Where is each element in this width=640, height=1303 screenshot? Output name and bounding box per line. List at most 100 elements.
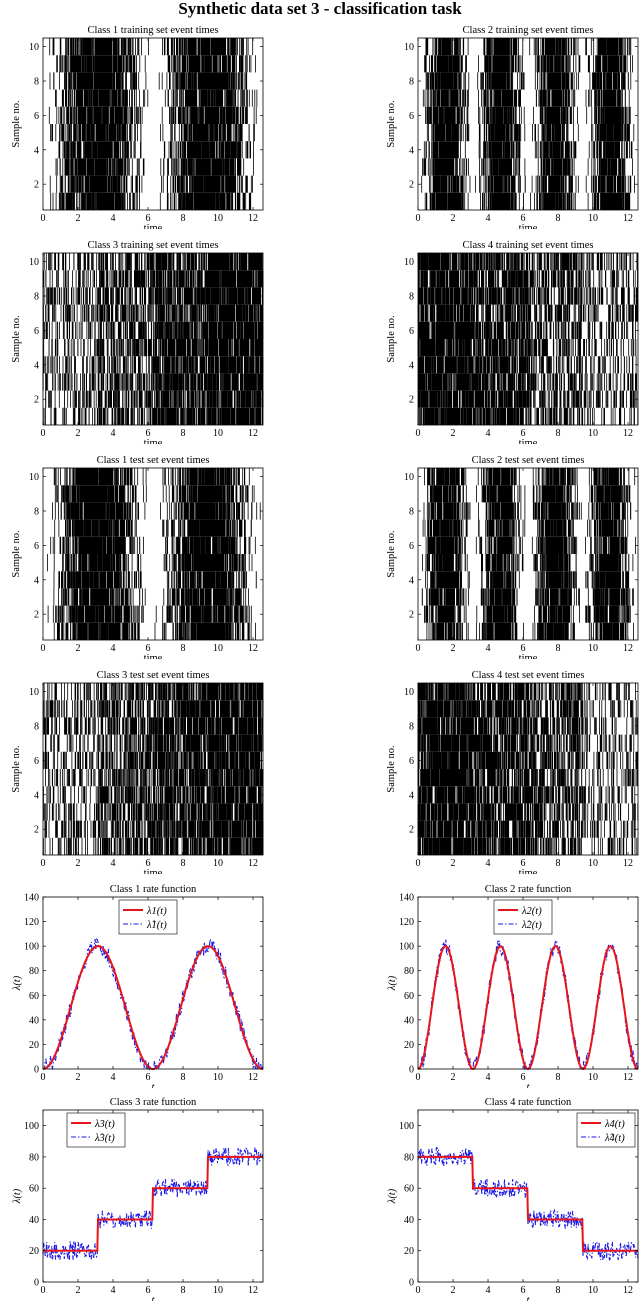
x-tick-label: 2 (76, 428, 81, 439)
sample-row-events (43, 786, 264, 804)
sample-row-events (53, 622, 256, 640)
sample-row-events (417, 769, 638, 787)
sample-row-events (417, 407, 639, 425)
sample-row-events (45, 769, 264, 787)
x-tick-label: 6 (521, 213, 526, 224)
x-tick-label: 12 (623, 213, 633, 224)
y-axis-label: Sample no. (11, 530, 22, 577)
plot-frame (42, 37, 264, 211)
x-tick-label: 12 (248, 1072, 258, 1083)
y-tick-label: 10 (29, 257, 39, 268)
y-tick-label: 80 (404, 966, 414, 977)
x-tick-label: 6 (146, 1285, 151, 1296)
y-tick-label: 10 (29, 42, 39, 53)
x-tick-label: 2 (76, 858, 81, 869)
x-tick-label: 0 (41, 1285, 46, 1296)
chart-title: Class 3 test set event times (97, 670, 210, 681)
x-tick-label: 4 (111, 1285, 116, 1296)
y-tick-label: 6 (409, 541, 414, 552)
sample-row-events (425, 571, 630, 589)
sample-row-events (424, 192, 631, 210)
y-tick-label: 40 (29, 1015, 39, 1026)
y-axis-label: Sample no. (386, 315, 397, 362)
sample-row-events (43, 683, 264, 701)
y-tick-label: 10 (29, 687, 39, 698)
x-tick-label: 0 (416, 858, 421, 869)
y-tick-label: 80 (29, 966, 39, 977)
y-tick-label: 100 (24, 1121, 39, 1132)
x-tick-label: 8 (556, 1072, 561, 1083)
x-tick-label: 10 (588, 213, 598, 224)
sample-row-events (426, 622, 634, 640)
sample-row-events (43, 837, 264, 855)
x-tick-label: 12 (248, 1285, 258, 1296)
sample-row-events (417, 339, 637, 357)
event-ticks (42, 253, 264, 425)
y-tick-label: 2 (34, 825, 39, 836)
x-tick-label: 2 (76, 1285, 81, 1296)
x-tick-label: 0 (416, 428, 421, 439)
sample-row-events (44, 734, 264, 752)
sample-row-events (50, 192, 252, 210)
sample-row-events (45, 390, 264, 408)
sample-row-events (418, 786, 636, 804)
x-tick-label: 10 (213, 428, 223, 439)
axes: 0 2 4 6 8 10 12 2 4 6 8 10 (404, 37, 639, 224)
x-axis-label: time (519, 653, 538, 659)
sample-row-events (53, 588, 249, 606)
chart-svg: 0 2 4 6 8 10 12 2 4 6 8 10 Class 1 training set even… (11, 25, 264, 229)
y-tick-label: 10 (29, 472, 39, 483)
y-tick-label: 8 (409, 507, 414, 518)
chart-class1-rate: 0 2 4 6 8 10 12 0 20 40 60 80 100 120 140 Class 1 rate … (0, 877, 265, 1088)
legend-box (66, 1112, 126, 1148)
event-ticks (421, 38, 635, 210)
x-tick-label: 12 (248, 858, 258, 869)
chart-svg: 0 2 4 6 8 10 12 2 4 6 8 10 Class 3 training set even… (11, 240, 264, 444)
legend-label: λ3(t) (94, 1119, 115, 1130)
sample-row-events (44, 820, 264, 838)
sample-row-events (425, 536, 636, 554)
y-tick-label: 6 (34, 111, 39, 122)
y-tick-label: 120 (399, 917, 414, 928)
x-axis-label: t (152, 1295, 156, 1301)
axes: 0 2 4 6 8 10 12 2 4 6 8 10 (29, 682, 264, 869)
x-tick-label: 6 (521, 1285, 526, 1296)
x-tick-label: 4 (486, 858, 491, 869)
y-tick-label: 4 (409, 360, 414, 371)
y-tick-label: 80 (404, 1152, 414, 1163)
estimated-rate-line (43, 938, 264, 1072)
chart-class1-training: 0 2 4 6 8 10 12 2 4 6 8 10 Class 1 training set even… (0, 18, 265, 229)
y-tick-label: 100 (24, 942, 39, 953)
sample-row-events (421, 175, 635, 193)
legend: λ3(t) λ̂3(t) (66, 1112, 126, 1148)
x-tick-label: 10 (588, 643, 598, 654)
x-tick-label: 4 (111, 643, 116, 654)
sample-row-events (418, 270, 638, 288)
sample-row-events (422, 158, 633, 176)
true-rate-line (417, 945, 639, 1071)
y-tick-label: 8 (409, 77, 414, 88)
axes: 0 2 4 6 8 10 12 2 4 6 8 10 (404, 252, 639, 439)
x-tick-label: 0 (41, 428, 46, 439)
y-axis-label: Sample no. (11, 745, 22, 792)
sample-row-events (43, 339, 263, 357)
x-tick-label: 6 (521, 428, 526, 439)
x-tick-label: 10 (213, 1285, 223, 1296)
sample-row-events (418, 321, 636, 339)
chart-svg: 0 2 4 6 8 10 12 2 4 6 8 10 Class 1 test set event ti… (11, 455, 264, 659)
x-tick-label: 6 (146, 213, 151, 224)
chart-svg: 0 2 4 6 8 10 12 0 20 40 60 80 100 Class 4 rate functi… (387, 1097, 639, 1301)
sample-row-events (424, 468, 636, 486)
x-tick-label: 6 (146, 858, 151, 869)
plot-frame (42, 1109, 264, 1283)
x-tick-label: 2 (451, 1072, 456, 1083)
sample-row-events (427, 485, 631, 503)
y-tick-label: 0 (409, 1278, 414, 1289)
x-axis-label: t (527, 1295, 531, 1301)
x-tick-label: 0 (41, 643, 46, 654)
series-group (42, 938, 264, 1072)
x-tick-label: 10 (213, 213, 223, 224)
x-tick-label: 10 (213, 858, 223, 869)
y-tick-label: 4 (409, 145, 414, 156)
sample-row-events (421, 588, 634, 606)
